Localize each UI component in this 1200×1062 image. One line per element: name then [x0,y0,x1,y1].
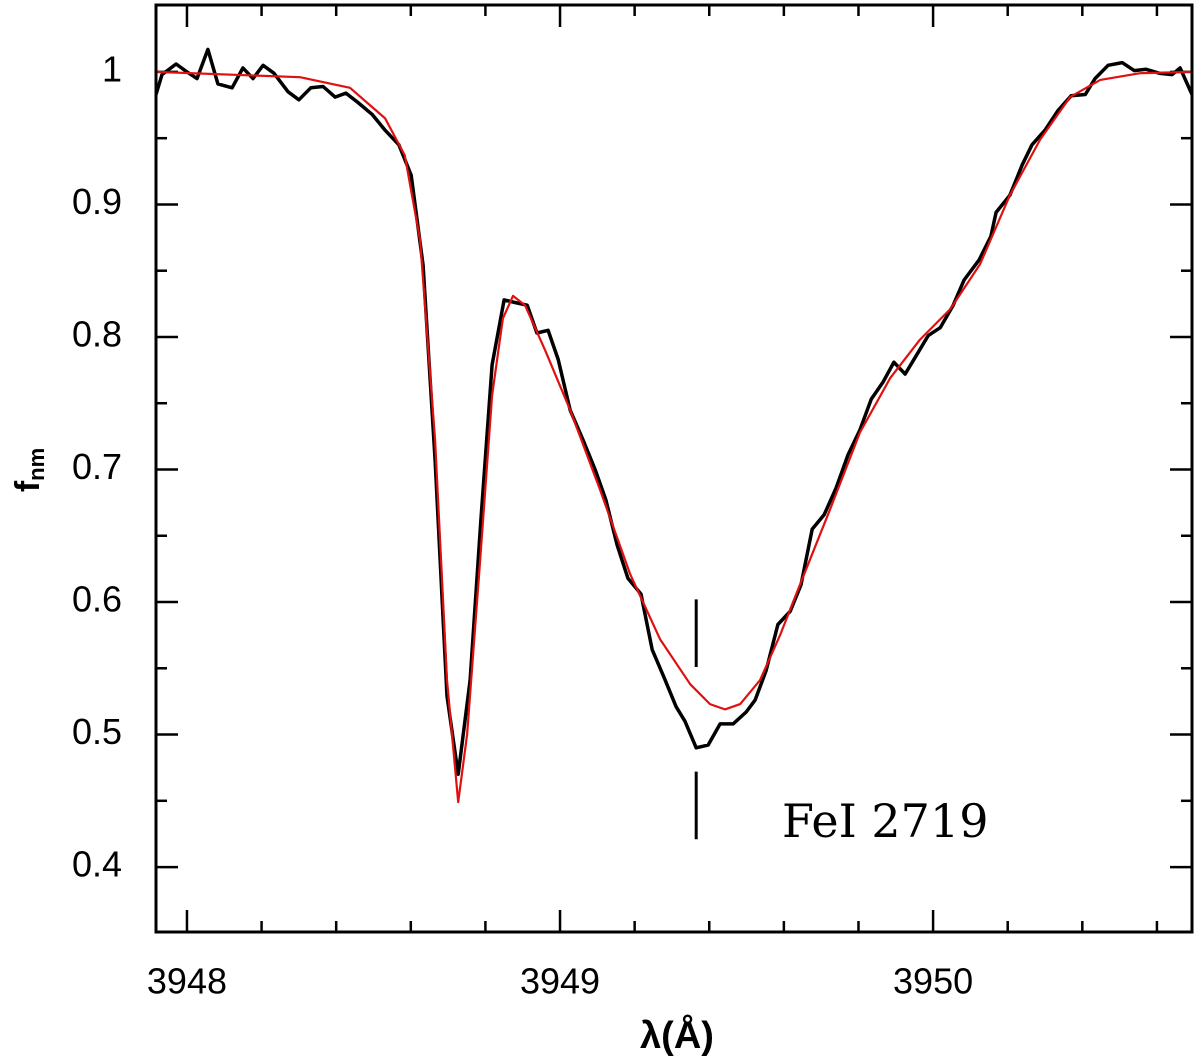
y-tick-label: 0.7 [72,446,122,487]
y-tick-label: 0.8 [72,313,122,354]
y-tick-label: 1 [102,48,122,89]
y-tick-label: 0.6 [72,579,122,620]
annotation: FeI 2719 [782,794,988,848]
x-tick-label: 3948 [147,961,227,1002]
y-tick-label: 0.4 [72,844,122,885]
y-axis-label-group: fnm [9,448,49,492]
x-tick-label: 3949 [520,961,600,1002]
spectrum-line [156,47,1192,777]
y-axis-label-main: f [9,480,47,492]
y-axis-label-sub: nm [24,448,49,481]
spectrum-line [156,70,1192,804]
y-tick-label: 0.9 [72,181,122,222]
y-axis-label: fnm [9,448,49,492]
x-tick-label: 3950 [893,961,973,1002]
x-axis-label: λ(Å) [640,1013,714,1057]
y-tick-label: 0.5 [72,711,122,752]
plot-frame [154,3,1194,934]
